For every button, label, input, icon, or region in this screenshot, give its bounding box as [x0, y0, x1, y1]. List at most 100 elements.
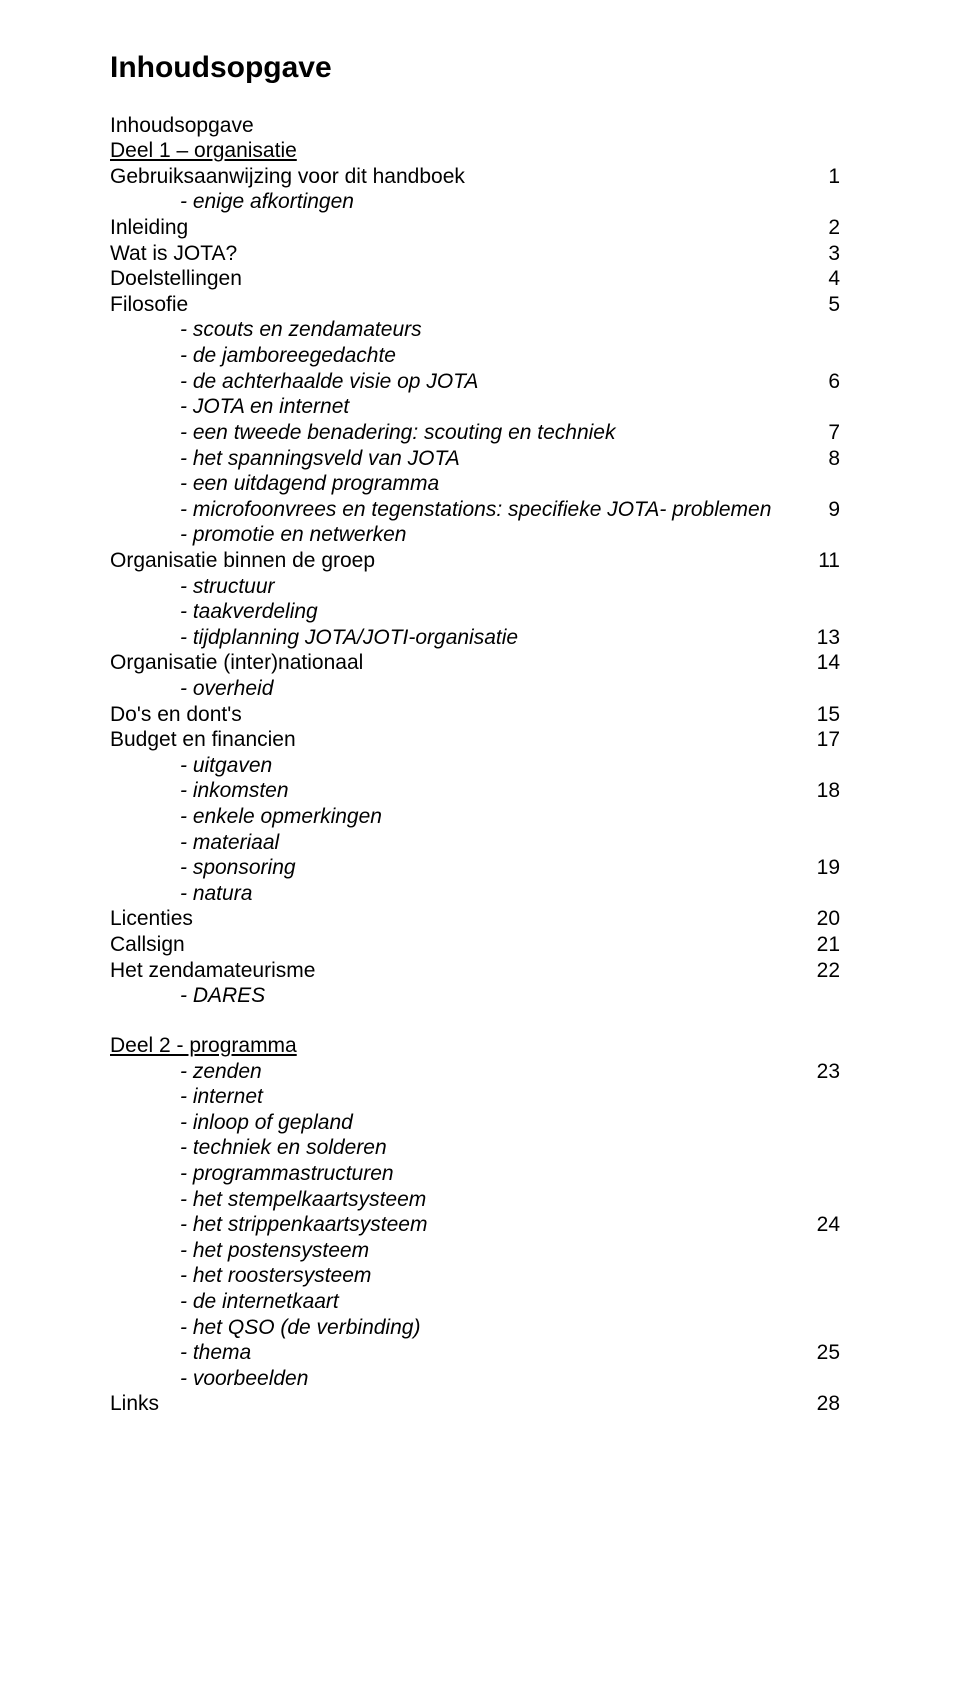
toc-entry-page: 6	[808, 369, 840, 395]
toc-entry-label: Organisatie binnen de groep	[110, 548, 798, 574]
toc-entry-label: - enkele opmerkingen	[110, 804, 840, 830]
toc-row: - programmastructuren	[110, 1161, 840, 1187]
toc-entry-label: - internet	[110, 1084, 840, 1110]
toc-entry-page: 1	[808, 164, 840, 190]
toc-row: - uitgaven	[110, 753, 840, 779]
toc-entry-label: Doelstellingen	[110, 266, 808, 292]
toc-row: - de internetkaart	[110, 1289, 840, 1315]
toc-entry-label: - techniek en solderen	[110, 1135, 840, 1161]
toc-entry-label: - de internetkaart	[110, 1289, 840, 1315]
toc-row: - internet	[110, 1084, 840, 1110]
page-title: Inhoudsopgave	[110, 50, 840, 87]
toc-row: - thema25	[110, 1340, 840, 1366]
toc-row: Deel 1 – organisatie	[110, 138, 840, 164]
toc-entry-label: - het postensysteem	[110, 1238, 840, 1264]
toc-row: Budget en financien17	[110, 727, 840, 753]
toc-entry-label: - enige afkortingen	[110, 189, 840, 215]
toc-row: - structuur	[110, 574, 840, 600]
toc-row: - een uitdagend programma	[110, 471, 840, 497]
toc-row: - inkomsten18	[110, 778, 840, 804]
toc-entry-label: - het QSO (de verbinding)	[110, 1315, 840, 1341]
toc-entry-label: - het spanningsveld van JOTA	[110, 446, 808, 472]
toc-entry-page: 13	[797, 625, 840, 651]
toc-entry-page: 2	[808, 215, 840, 241]
toc-entry-label: - scouts en zendamateurs	[110, 317, 840, 343]
table-of-contents: InhoudsopgaveDeel 1 – organisatieGebruik…	[110, 113, 840, 1417]
toc-row: Organisatie (inter)nationaal14	[110, 650, 840, 676]
toc-entry-label: - inkomsten	[110, 778, 797, 804]
toc-entry-label: - het stempelkaartsysteem	[110, 1187, 840, 1213]
toc-row: - het stempelkaartsysteem	[110, 1187, 840, 1213]
toc-entry-label: - programmastructuren	[110, 1161, 840, 1187]
toc-entry-label: Het zendamateurisme	[110, 958, 797, 984]
toc-row: - scouts en zendamateurs	[110, 317, 840, 343]
toc-row: - een tweede benadering: scouting en tec…	[110, 420, 840, 446]
toc-entry-page: 5	[808, 292, 840, 318]
toc-row: Gebruiksaanwijzing voor dit handboek1	[110, 164, 840, 190]
toc-entry-label: Inleiding	[110, 215, 808, 241]
toc-entry-label: Budget en financien	[110, 727, 797, 753]
toc-entry-label: Wat is JOTA?	[110, 241, 808, 267]
toc-entry-label: - het roostersysteem	[110, 1263, 840, 1289]
toc-entry-page: 14	[797, 650, 840, 676]
toc-row: Links28	[110, 1391, 840, 1417]
toc-row: - enkele opmerkingen	[110, 804, 840, 830]
toc-row: Licenties20	[110, 906, 840, 932]
toc-entry-label: Licenties	[110, 906, 797, 932]
toc-row: - sponsoring19	[110, 855, 840, 881]
toc-row: - JOTA en internet	[110, 394, 840, 420]
toc-entry-page: 25	[797, 1340, 840, 1366]
toc-entry-label: Inhoudsopgave	[110, 113, 840, 139]
toc-row: - het QSO (de verbinding)	[110, 1315, 840, 1341]
toc-entry-page: 4	[808, 266, 840, 292]
toc-entry-page: 3	[808, 241, 840, 267]
toc-entry-page: 19	[797, 855, 840, 881]
toc-row: Filosofie5	[110, 292, 840, 318]
toc-entry-label: - een uitdagend programma	[110, 471, 840, 497]
toc-row: - overheid	[110, 676, 840, 702]
toc-entry-page: 20	[797, 906, 840, 932]
toc-row: - het strippenkaartsysteem24	[110, 1212, 840, 1238]
toc-entry-label: - voorbeelden	[110, 1366, 840, 1392]
toc-entry-label: - thema	[110, 1340, 797, 1366]
toc-row: - tijdplanning JOTA/JOTI-organisatie13	[110, 625, 840, 651]
toc-row: - voorbeelden	[110, 1366, 840, 1392]
toc-row: - het roostersysteem	[110, 1263, 840, 1289]
toc-entry-label: Gebruiksaanwijzing voor dit handboek	[110, 164, 808, 190]
toc-row: Inhoudsopgave	[110, 113, 840, 139]
toc-entry-page: 8	[808, 446, 840, 472]
toc-entry-label: - het strippenkaartsysteem	[110, 1212, 797, 1238]
toc-entry-page: 7	[808, 420, 840, 446]
toc-entry-label: - overheid	[110, 676, 840, 702]
toc-row: - natura	[110, 881, 840, 907]
toc-entry-page: 11	[798, 548, 840, 574]
toc-entry-label: Do's en dont's	[110, 702, 797, 728]
toc-entry-page: 18	[797, 778, 840, 804]
document-page: Inhoudsopgave InhoudsopgaveDeel 1 – orga…	[0, 0, 960, 1700]
toc-row: Deel 2 - programma	[110, 1033, 840, 1059]
toc-row: - de jamboreegedachte	[110, 343, 840, 369]
toc-entry-label: - promotie en netwerken	[110, 522, 840, 548]
toc-entry-page: 17	[797, 727, 840, 753]
toc-row: - enige afkortingen	[110, 189, 840, 215]
toc-entry-label: - de jamboreegedachte	[110, 343, 840, 369]
toc-row: - inloop of gepland	[110, 1110, 840, 1136]
toc-entry-label: - structuur	[110, 574, 840, 600]
toc-entry-page: 23	[797, 1059, 840, 1085]
toc-row: Do's en dont's15	[110, 702, 840, 728]
toc-row: Wat is JOTA?3	[110, 241, 840, 267]
toc-row: Doelstellingen4	[110, 266, 840, 292]
toc-entry-label: Links	[110, 1391, 797, 1417]
toc-row: Het zendamateurisme22	[110, 958, 840, 984]
toc-entry-label: Deel 2 - programma	[110, 1033, 840, 1059]
toc-row: Inleiding2	[110, 215, 840, 241]
toc-entry-label: - JOTA en internet	[110, 394, 840, 420]
toc-entry-label: - zenden	[110, 1059, 797, 1085]
toc-entry-label: - uitgaven	[110, 753, 840, 779]
toc-entry-label: - taakverdeling	[110, 599, 840, 625]
toc-entry-page: 21	[797, 932, 840, 958]
toc-entry-label: - tijdplanning JOTA/JOTI-organisatie	[110, 625, 797, 651]
toc-entry-page: 28	[797, 1391, 840, 1417]
toc-entry-label: - natura	[110, 881, 840, 907]
toc-row: - het spanningsveld van JOTA8	[110, 446, 840, 472]
